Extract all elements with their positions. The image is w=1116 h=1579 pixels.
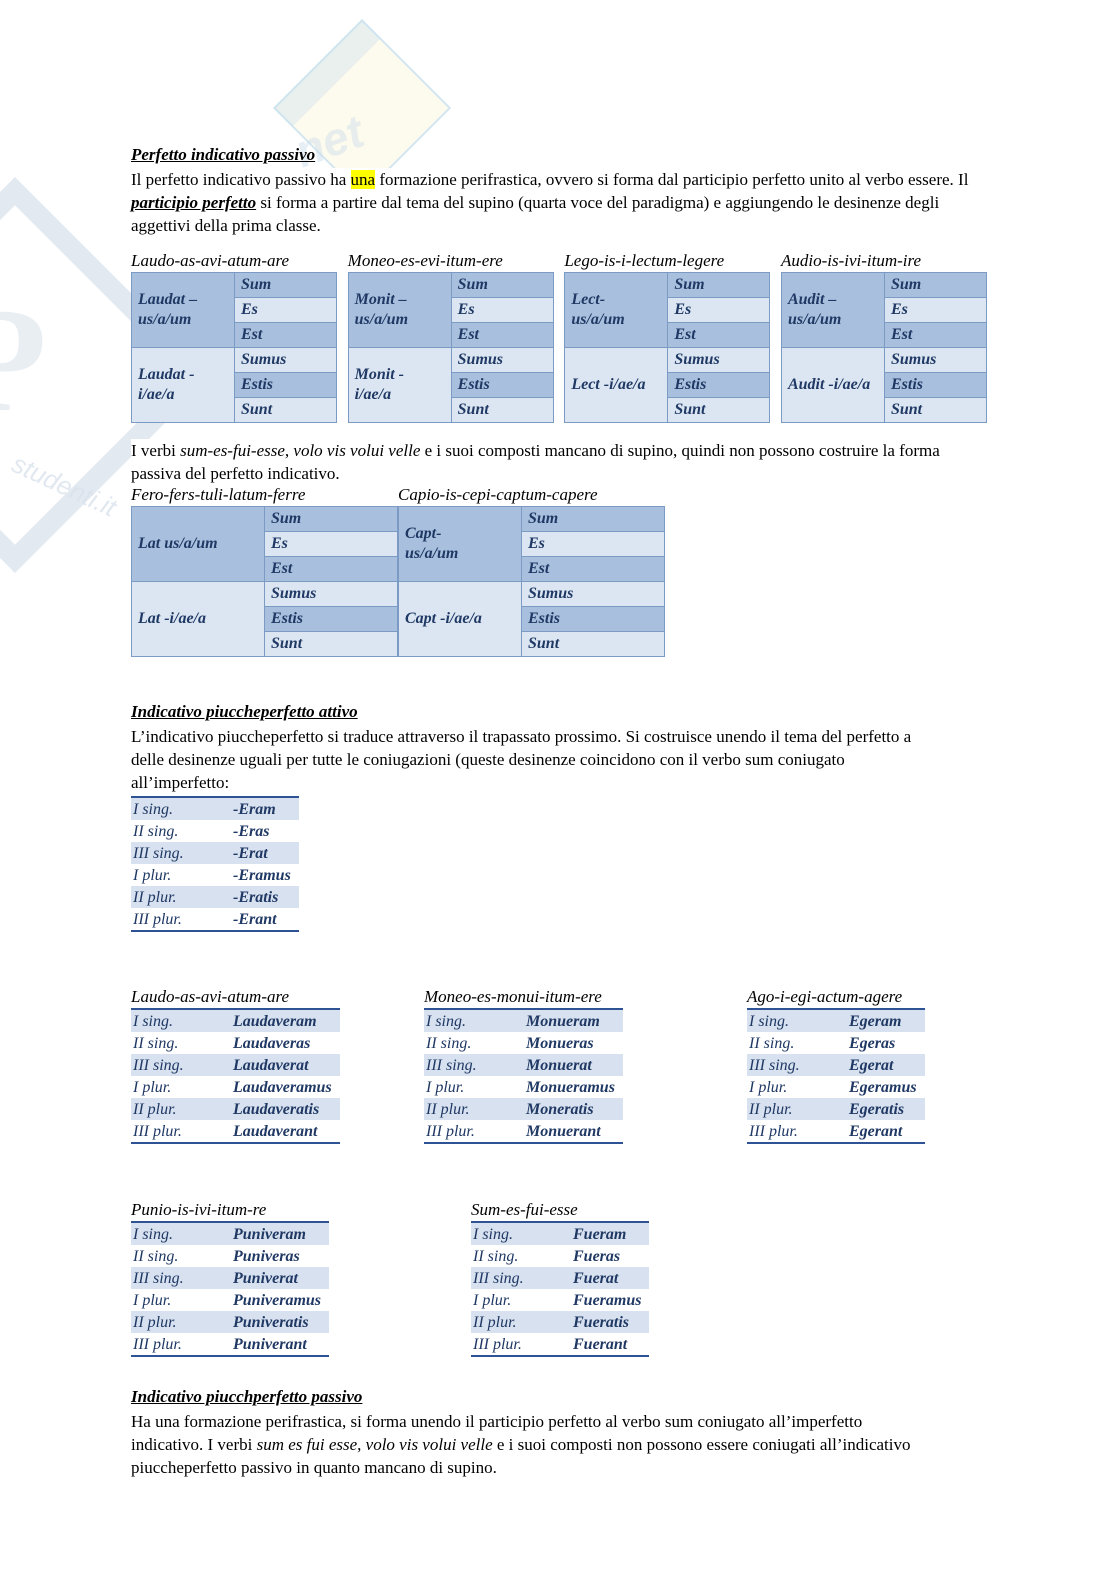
- svg-text:P: P: [0, 277, 47, 443]
